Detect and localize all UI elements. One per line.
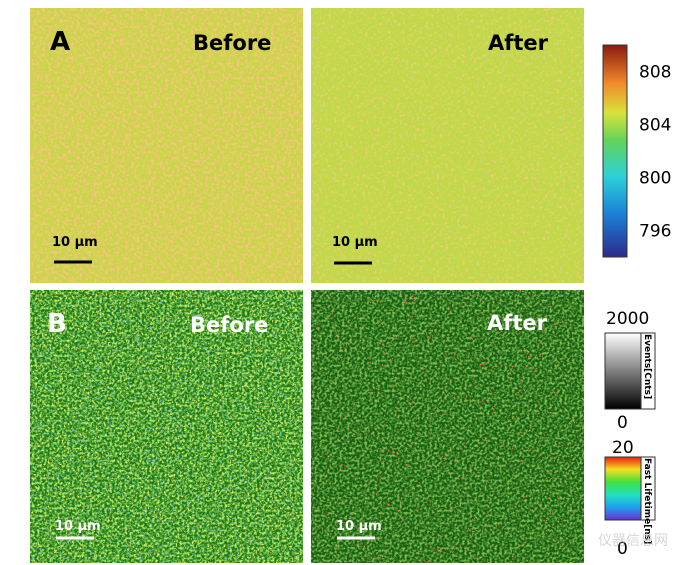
colorbar-max: 2000 <box>606 309 649 329</box>
scale-label: 10 μm <box>52 235 98 250</box>
texture <box>311 290 584 563</box>
panel-title: After <box>487 311 548 335</box>
colorbar-ticks: 808 804 800 796 <box>639 63 671 242</box>
colorbar-frame <box>640 456 656 521</box>
texture <box>311 8 584 283</box>
texture <box>30 8 303 283</box>
colorbar-events <box>604 332 642 410</box>
panel-title: Before <box>193 31 271 55</box>
scale-label: 10 μm <box>55 519 101 534</box>
colorbar-lifetime <box>604 456 642 521</box>
panel-title: After <box>488 31 549 55</box>
panel-label: A <box>50 27 70 57</box>
colorbar-title: Fast Lifetime[ns] <box>642 458 652 544</box>
colorbar-tick-label: 800 <box>639 169 671 189</box>
colorbar-tick-label: 804 <box>639 116 671 136</box>
colorbar-frame <box>640 332 656 410</box>
scale-label: 10 μm <box>336 519 382 534</box>
panel-label: B <box>47 309 67 339</box>
texture <box>30 290 303 563</box>
watermark: 仪器信息网 <box>598 532 668 549</box>
panel-title: Before <box>190 313 268 337</box>
colorbar <box>602 44 628 258</box>
scale-label: 10 μm <box>332 235 378 250</box>
colorbar-min: 0 <box>617 539 628 559</box>
colorbar-title: Events[Cnts] <box>642 334 652 399</box>
colorbar-max: 20 <box>612 438 634 458</box>
colorbar-min: 0 <box>617 413 628 433</box>
colorbar-tick-label: 808 <box>639 63 671 83</box>
colorbar-tick-label: 796 <box>639 222 671 242</box>
